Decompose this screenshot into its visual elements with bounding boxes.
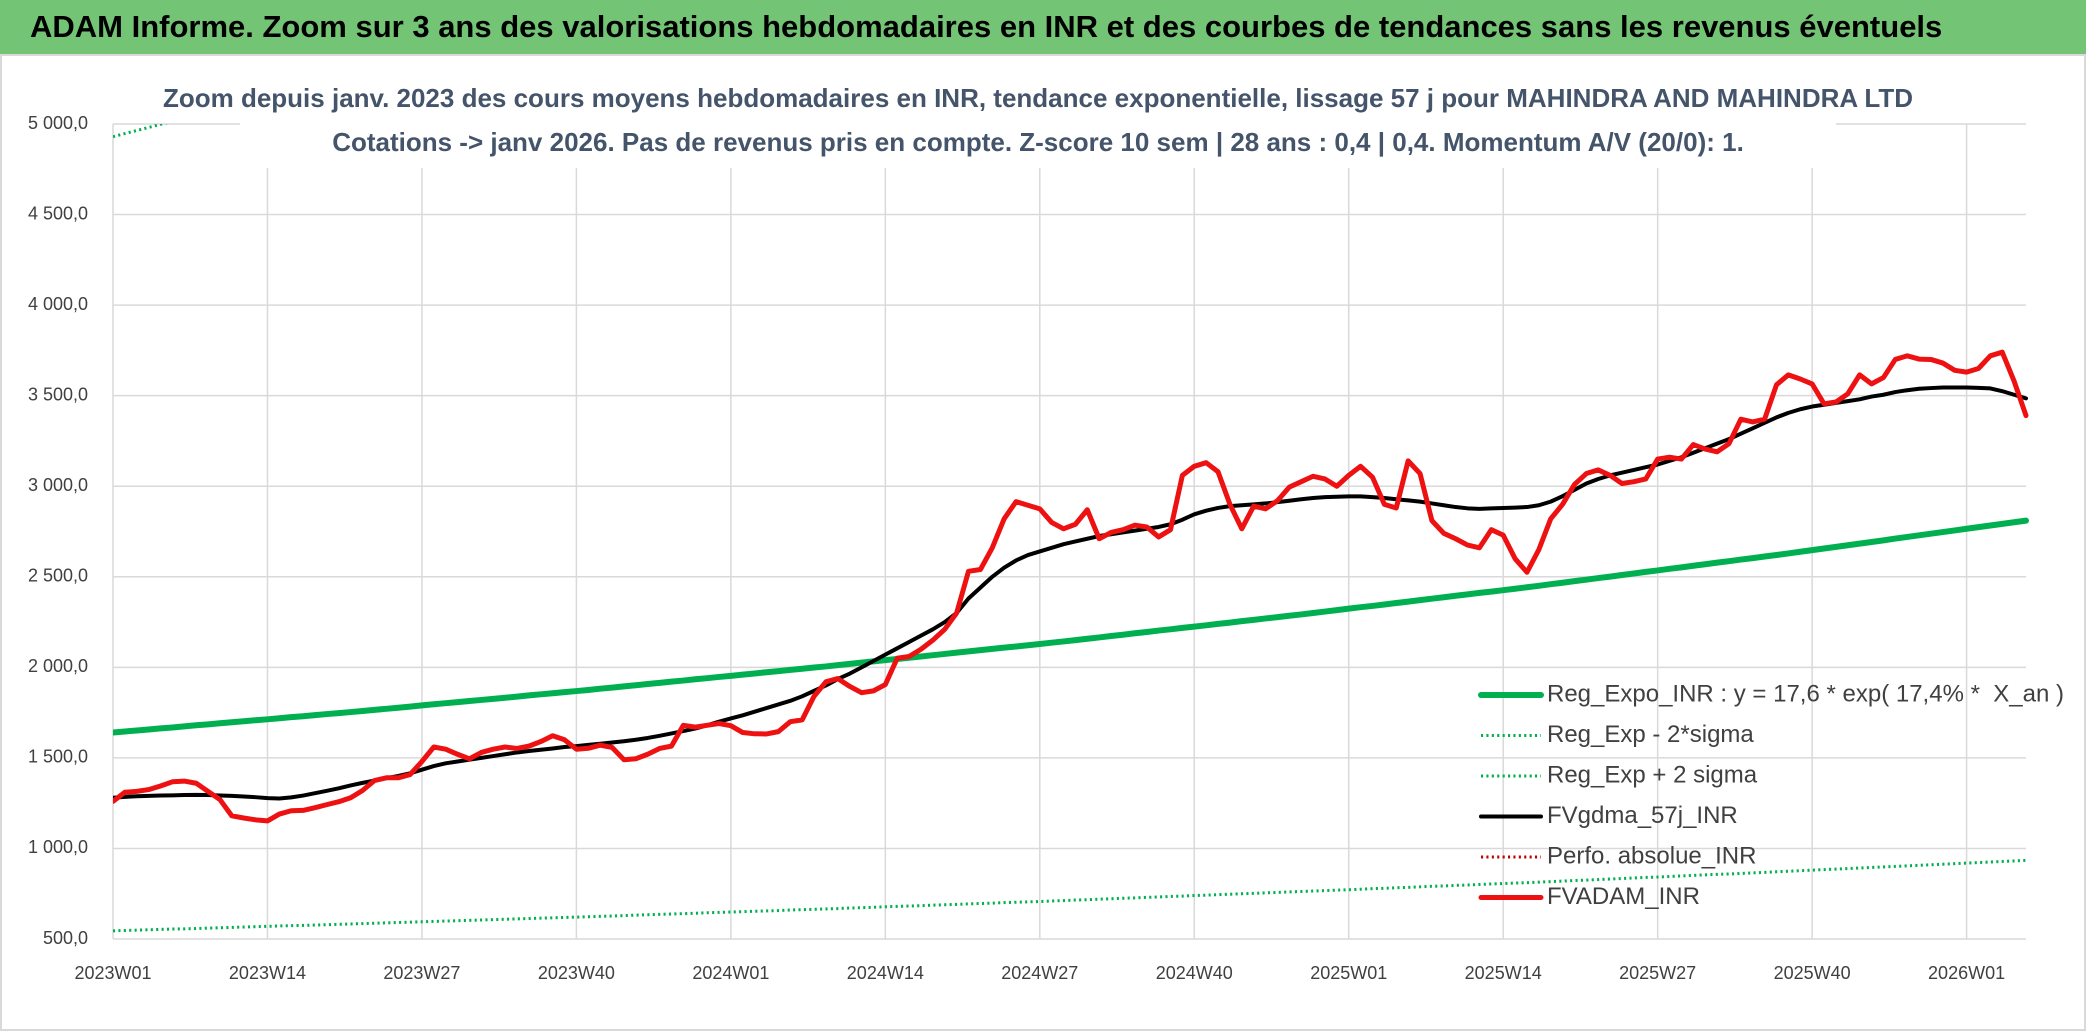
x-tick-label: 2024W14 <box>847 963 924 983</box>
legend-label: FVgdma_57j_INR <box>1547 802 1738 829</box>
x-tick-label: 2023W01 <box>74 963 151 983</box>
legend-label: Perfo. absolue_INR <box>1547 842 1756 869</box>
y-tick-label: 4 000,0 <box>28 294 88 314</box>
legend-label: Reg_Exp - 2*sigma <box>1547 721 1754 748</box>
grid <box>112 123 2026 940</box>
legend-label: Reg_Expo_INR : y = 17,6 * exp( 17,4% * X… <box>1547 680 2064 707</box>
header-title: ADAM Informe. Zoom sur 3 ans des valoris… <box>0 0 2086 54</box>
x-tick-label: 2023W27 <box>383 963 460 983</box>
legend: Reg_Expo_INR : y = 17,6 * exp( 17,4% * X… <box>1478 680 2064 910</box>
series-line <box>113 858 2027 933</box>
x-tick-label: 2025W01 <box>1310 963 1387 983</box>
subtitle-line: Cotations -> janv 2026. Pas de revenus p… <box>332 127 1744 157</box>
x-tick-label: 2025W14 <box>1465 963 1542 983</box>
y-tick-label: 2 500,0 <box>28 566 88 586</box>
y-tick-label: 1 500,0 <box>28 747 88 767</box>
chart-frame <box>0 54 2086 1031</box>
chart: Zoom depuis janv. 2023 des cours moyens … <box>0 54 2086 1031</box>
y-tick-label: 3 000,0 <box>28 475 88 495</box>
x-tick-label: 2023W40 <box>538 963 615 983</box>
x-tick-label: 2024W27 <box>1001 963 1078 983</box>
subtitle-line: Zoom depuis janv. 2023 des cours moyens … <box>163 83 1913 113</box>
y-tick-label: 4 500,0 <box>28 203 88 223</box>
series-line <box>113 349 2029 824</box>
legend-label: FVADAM_INR <box>1547 883 1700 910</box>
x-tick-label: 2023W14 <box>229 963 306 983</box>
axes: 500,0 1 000,0 1 500,0 2 000,0 2 500,0 3 000,0… <box>28 113 2005 983</box>
series-line <box>113 517 2029 736</box>
subtitle-background <box>240 80 1836 168</box>
x-tick-label: 2025W27 <box>1619 963 1696 983</box>
series-group <box>113 124 2029 933</box>
x-tick-label: 2025W40 <box>1774 963 1851 983</box>
y-tick-label: 500,0 <box>43 928 88 948</box>
y-tick-label: 2 000,0 <box>28 656 88 676</box>
x-tick-label: 2026W01 <box>1928 963 2005 983</box>
y-tick-label: 3 500,0 <box>28 384 88 404</box>
y-tick-label: 5 000,0 <box>28 113 88 133</box>
x-tick-label: 2024W40 <box>1156 963 1233 983</box>
legend-label: Reg_Exp + 2 sigma <box>1547 761 1758 788</box>
y-tick-label: 1 000,0 <box>28 837 88 857</box>
x-tick-label: 2024W01 <box>692 963 769 983</box>
